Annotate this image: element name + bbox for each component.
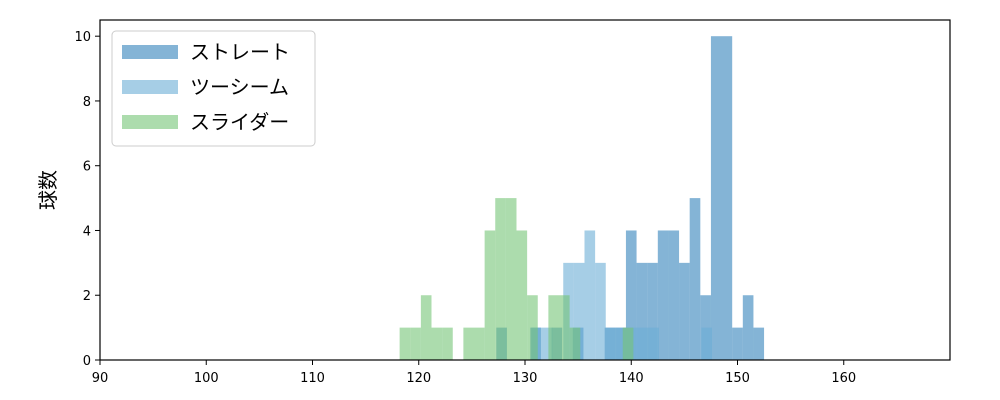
histogram-bar	[527, 295, 538, 360]
y-tick-label: 2	[83, 289, 91, 304]
histogram-bar	[732, 327, 743, 360]
histogram-bar	[622, 327, 634, 360]
x-tick-label: 100	[194, 371, 219, 386]
histogram-bar	[474, 327, 485, 360]
histogram-bar	[463, 327, 474, 360]
histogram-bar	[647, 262, 658, 360]
histogram-bar	[753, 327, 765, 360]
histogram-bar	[420, 295, 432, 360]
x-tick-label: 120	[406, 371, 431, 386]
histogram-bar	[569, 327, 581, 360]
histogram-bar	[625, 230, 637, 360]
legend-swatch	[122, 80, 178, 94]
histogram-bar	[637, 327, 649, 360]
histogram-bar	[701, 327, 712, 360]
histogram-bar	[584, 230, 596, 360]
x-tick-label: 90	[92, 371, 109, 386]
y-tick-label: 8	[83, 95, 91, 110]
histogram-bar	[410, 327, 421, 360]
histogram-bar	[484, 230, 496, 360]
histogram-bar	[668, 230, 680, 360]
y-tick-label: 4	[83, 224, 91, 239]
histogram-bar	[505, 198, 517, 360]
histogram-bar	[548, 295, 559, 360]
histogram-bar	[648, 327, 659, 360]
histogram-bars	[399, 36, 765, 360]
histogram-bar	[605, 327, 617, 360]
histogram-bar	[742, 295, 754, 360]
legend-label: ツーシーム	[190, 75, 289, 99]
histogram-bar	[657, 230, 669, 360]
legend-swatch	[122, 115, 178, 129]
y-axis: 0 2 4 6 8 10	[74, 30, 100, 369]
x-tick-label: 110	[300, 371, 325, 386]
x-tick-label: 160	[831, 371, 856, 386]
legend-swatch	[122, 45, 178, 59]
histogram-bar	[679, 262, 690, 360]
histogram-bar	[542, 327, 553, 360]
histogram-bar	[710, 36, 733, 360]
y-axis-label: 球数	[36, 170, 60, 210]
x-tick-label: 150	[725, 371, 750, 386]
histogram-bar	[616, 327, 627, 360]
y-tick-label: 6	[83, 160, 91, 175]
histogram-bar	[495, 198, 506, 360]
legend-label: スライダー	[190, 110, 289, 134]
histogram-bar	[516, 230, 528, 360]
histogram-bar	[636, 262, 648, 360]
histogram-bar	[442, 327, 453, 360]
legend-label: ストレート	[190, 40, 290, 64]
histogram-bar	[689, 198, 701, 360]
y-tick-label: 0	[83, 354, 91, 369]
histogram-bar	[399, 327, 411, 360]
y-tick-label: 10	[74, 30, 91, 45]
x-tick-label: 140	[619, 371, 644, 386]
histogram-bar	[573, 262, 585, 360]
histogram-bar	[595, 262, 606, 360]
histogram-bar	[431, 327, 443, 360]
x-tick-label: 130	[513, 371, 538, 386]
histogram-bar	[559, 295, 570, 360]
x-axis: 90 100 110 120 130 140 150 160	[92, 360, 856, 386]
